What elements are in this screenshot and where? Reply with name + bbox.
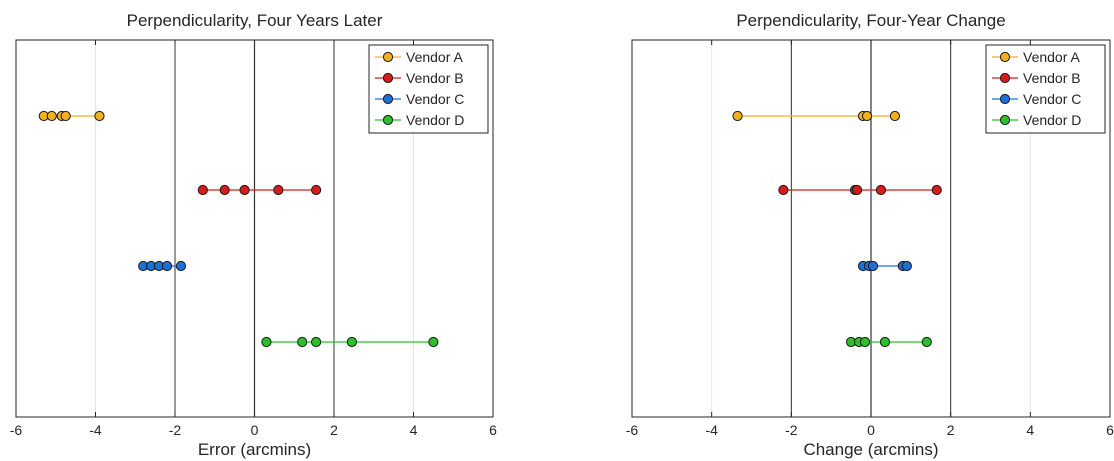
right-chart-panel: -6 -4 -2 0 2 4 6 Perpendicularity, Four-Year Ch…	[626, 11, 1114, 459]
x-tick-label: 2	[947, 422, 955, 438]
legend-label: Vendor B	[406, 70, 464, 86]
data-point	[859, 336, 871, 348]
series-vendor-d	[845, 336, 932, 348]
legend-label: Vendor B	[1023, 70, 1081, 86]
legend-label: Vendor D	[1023, 112, 1081, 128]
data-point	[273, 184, 284, 196]
data-point	[921, 336, 932, 348]
legend-entry: Vendor A	[375, 49, 463, 65]
x-axis-label: Error (arcmins)	[198, 440, 311, 459]
legend: Vendor A Vendor B Vendor C Vendor D	[368, 44, 489, 134]
legend-marker	[999, 51, 1011, 63]
series-vendor-b	[778, 184, 942, 196]
x-tick-label: 0	[867, 422, 875, 438]
chart-title: Perpendicularity, Four-Year Change	[736, 11, 1005, 30]
x-tick-label: 6	[1106, 422, 1114, 438]
data-point	[261, 336, 272, 348]
x-tick-label: -6	[626, 422, 639, 438]
legend-marker	[382, 114, 394, 126]
legend-entry: Vendor B	[992, 70, 1081, 86]
legend-marker	[999, 93, 1011, 105]
data-point	[219, 184, 230, 196]
left-chart-panel: -6 -4 -2 0 2 4 6 Perpendicularity, Four Years L…	[10, 11, 497, 459]
data-point	[46, 110, 57, 122]
legend-marker	[382, 51, 394, 63]
legend-entry: Vendor C	[992, 91, 1081, 107]
data-point	[428, 336, 439, 348]
legend-label: Vendor C	[406, 91, 464, 107]
legend-entry: Vendor A	[992, 49, 1080, 65]
x-tick-label: 6	[489, 422, 497, 438]
legend-marker	[999, 72, 1011, 84]
data-point	[311, 336, 322, 348]
data-point	[311, 184, 322, 196]
x-tick-label: -2	[785, 422, 798, 438]
series-vendor-d	[261, 336, 439, 348]
series-vendor-c	[138, 260, 187, 272]
data-point	[778, 184, 789, 196]
x-axis-label: Change (arcmins)	[803, 440, 938, 459]
legend-marker	[382, 72, 394, 84]
data-point	[239, 184, 250, 196]
series-vendor-c	[857, 260, 912, 272]
data-point	[732, 110, 743, 122]
data-point	[861, 110, 873, 122]
x-tick-label: 4	[1026, 422, 1034, 438]
x-tick-label: -6	[10, 422, 23, 438]
legend-label: Vendor D	[406, 112, 464, 128]
data-point	[879, 336, 891, 348]
x-tick-label: -4	[705, 422, 718, 438]
data-point	[901, 260, 912, 272]
legend-entry: Vendor B	[375, 70, 464, 86]
data-point	[867, 260, 879, 272]
data-point	[346, 336, 357, 348]
x-tick-label: 2	[330, 422, 338, 438]
data-point	[60, 110, 71, 122]
legend-label: Vendor C	[1023, 91, 1081, 107]
x-tick-label: -2	[169, 422, 182, 438]
legend-label: Vendor A	[406, 49, 463, 65]
data-point	[297, 336, 308, 348]
legend: Vendor A Vendor B Vendor C Vendor D	[985, 44, 1106, 134]
data-point	[161, 260, 173, 272]
series-vendor-a	[732, 110, 901, 122]
legend-marker	[999, 114, 1011, 126]
x-tick-label: 4	[410, 422, 418, 438]
legend-entry: Vendor D	[992, 112, 1081, 128]
legend-label: Vendor A	[1023, 49, 1080, 65]
series-vendor-a	[38, 110, 105, 122]
chart-title: Perpendicularity, Four Years Later	[127, 11, 383, 30]
legend-entry: Vendor D	[375, 112, 464, 128]
data-point	[875, 184, 887, 196]
x-tick-label: -4	[89, 422, 102, 438]
legend-marker	[382, 93, 394, 105]
x-tick-label: 0	[251, 422, 259, 438]
data-point	[889, 110, 901, 122]
data-point	[175, 260, 187, 272]
data-point	[931, 184, 942, 196]
series-vendor-b	[197, 184, 322, 196]
data-point	[94, 110, 105, 122]
legend-entry: Vendor C	[375, 91, 464, 107]
data-point	[197, 184, 208, 196]
data-point	[851, 184, 863, 196]
